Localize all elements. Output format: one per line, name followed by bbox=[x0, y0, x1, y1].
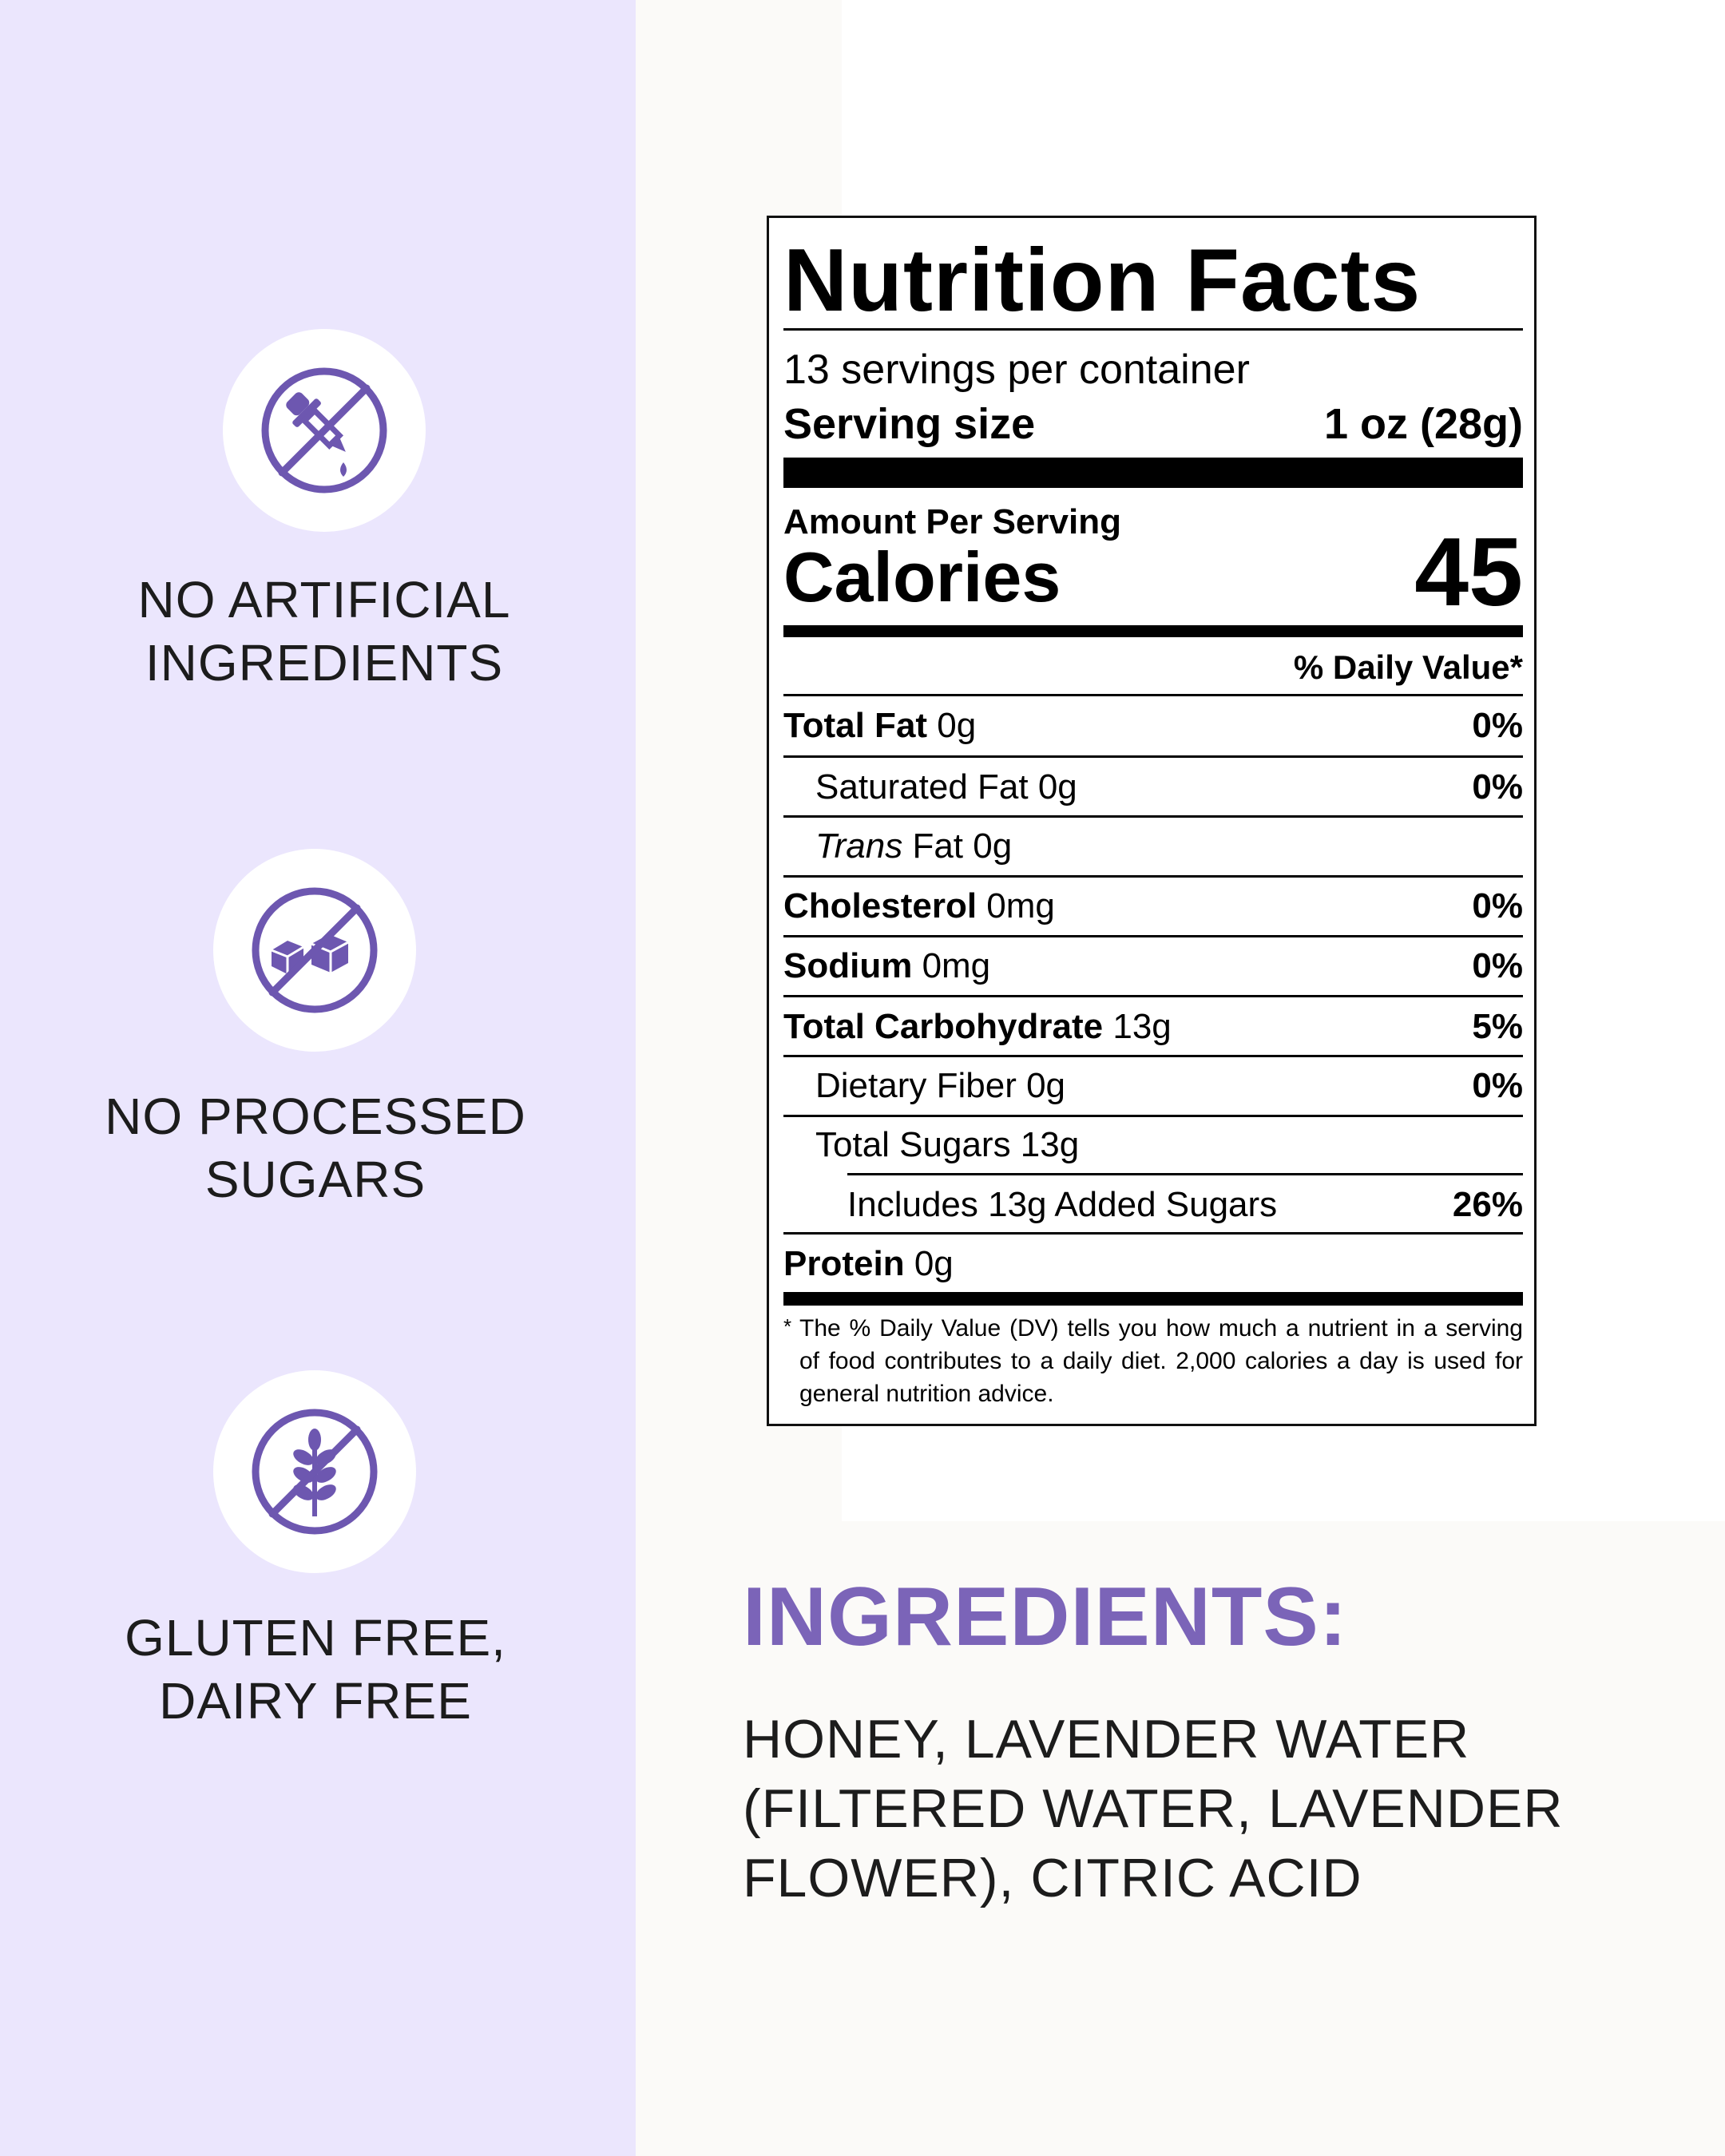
divider bbox=[783, 935, 1523, 937]
nutrient-row: Saturated Fat 0g 0% bbox=[815, 767, 1523, 807]
servings-per-container: 13 servings per container bbox=[783, 347, 1250, 393]
nutrient-row: Dietary Fiber 0g 0% bbox=[815, 1066, 1523, 1105]
feature-label: NO ARTIFICIAL INGREDIENTS bbox=[137, 571, 511, 692]
feature-gluten-dairy-free: GLUTEN FREE, DAIRY FREE bbox=[36, 1370, 595, 1738]
feature-no-processed-sugars: NO PROCESSED SUGARS bbox=[36, 849, 595, 1216]
nutrient-row: Total Carbohydrate 13g 5% bbox=[783, 1007, 1523, 1046]
footnote-star: * bbox=[783, 1314, 792, 1338]
divider bbox=[783, 1115, 1523, 1117]
nutrient-row: Cholesterol 0mg 0% bbox=[783, 886, 1523, 925]
nutrient-row: Total Fat 0g 0% bbox=[783, 706, 1523, 745]
divider bbox=[783, 1055, 1523, 1057]
no-wheat-icon bbox=[252, 1409, 378, 1535]
no-sugar-cubes-icon bbox=[252, 887, 378, 1013]
divider bbox=[783, 1232, 1523, 1235]
feature-icon-circle bbox=[213, 1370, 416, 1573]
nutrient-row: Protein 0g bbox=[783, 1244, 954, 1283]
daily-value-footnote: * The % Daily Value (DV) tells you how m… bbox=[783, 1312, 1523, 1410]
divider-thick bbox=[783, 1292, 1523, 1306]
divider bbox=[847, 1173, 1523, 1175]
nutrient-row: Includes 13g Added Sugars 26% bbox=[847, 1185, 1523, 1224]
nutrient-row: Total Sugars 13g bbox=[815, 1125, 1080, 1164]
nutrient-row: Trans Fat 0g bbox=[815, 826, 1013, 866]
no-dropper-icon bbox=[261, 367, 387, 493]
divider-medium bbox=[783, 625, 1523, 637]
divider bbox=[783, 875, 1523, 878]
nutrition-facts-label: Nutrition Facts 13 servings per containe… bbox=[767, 216, 1537, 1426]
feature-no-artificial: NO ARTIFICIAL INGREDIENTS bbox=[45, 329, 604, 696]
divider bbox=[783, 755, 1523, 758]
divider bbox=[783, 815, 1523, 818]
feature-label: GLUTEN FREE, DAIRY FREE bbox=[125, 1609, 506, 1730]
nutrient-row: Sodium 0mg 0% bbox=[783, 946, 1523, 985]
calories-value: 45 bbox=[1414, 517, 1523, 626]
feature-icon-circle bbox=[223, 329, 426, 532]
serving-size-row: Serving size 1 oz (28g) bbox=[783, 399, 1523, 449]
serving-size-value: 1 oz (28g) bbox=[1323, 400, 1523, 448]
amount-per-serving: Amount Per Serving bbox=[783, 502, 1121, 541]
ingredients-title: INGREDIENTS: bbox=[743, 1571, 1348, 1663]
divider bbox=[783, 995, 1523, 997]
nutrition-title: Nutrition Facts bbox=[783, 231, 1422, 330]
daily-value-header: % Daily Value* bbox=[1293, 648, 1523, 686]
divider bbox=[783, 328, 1523, 331]
calories-label: Calories bbox=[783, 537, 1061, 616]
serving-size-label: Serving size bbox=[783, 400, 1036, 448]
divider bbox=[783, 694, 1523, 696]
ingredients-list: HONEY, LAVENDER WATER (FILTERED WATER, L… bbox=[743, 1709, 1564, 1908]
feature-icon-circle bbox=[213, 849, 416, 1052]
feature-label: NO PROCESSED SUGARS bbox=[105, 1088, 526, 1208]
divider-thick bbox=[783, 458, 1523, 488]
